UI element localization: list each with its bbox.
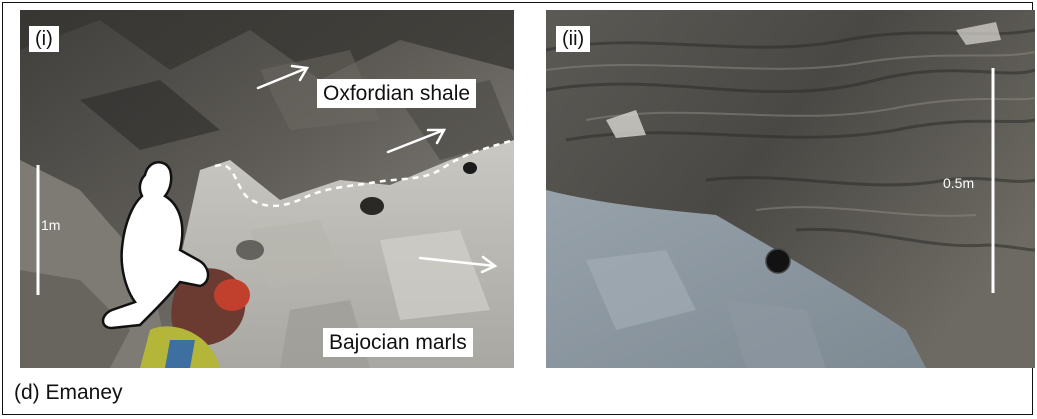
outcrop-photo-i: (i) Oxfordian shale Bajocian marls 1m xyxy=(20,10,514,368)
outcrop-photo-ii-image xyxy=(546,10,1035,368)
bedding-arrows xyxy=(256,64,498,274)
label-bajocian-marls: Bajocian marls xyxy=(323,328,473,357)
arrow-upper-bedding xyxy=(256,66,309,90)
arrow-lower-bedding xyxy=(418,256,497,268)
figure-caption: (d) Emaney xyxy=(14,381,123,404)
lens-cap xyxy=(765,248,791,274)
scale-label-0.5m: 0.5m xyxy=(943,175,975,191)
outcrop-photo-i-image xyxy=(20,10,514,368)
person-silhouette xyxy=(101,161,210,330)
scale-label-1m: 1m xyxy=(41,217,61,233)
outcrop-photo-ii: (ii) 0.5m xyxy=(546,10,1035,368)
panel-label-i: (i) xyxy=(29,26,59,52)
contact-dashed-line xyxy=(214,138,514,208)
panel-label-ii: (ii) xyxy=(556,26,591,52)
arrow-middle-bedding xyxy=(386,128,446,154)
label-oxfordian-shale: Oxfordian shale xyxy=(317,79,477,108)
